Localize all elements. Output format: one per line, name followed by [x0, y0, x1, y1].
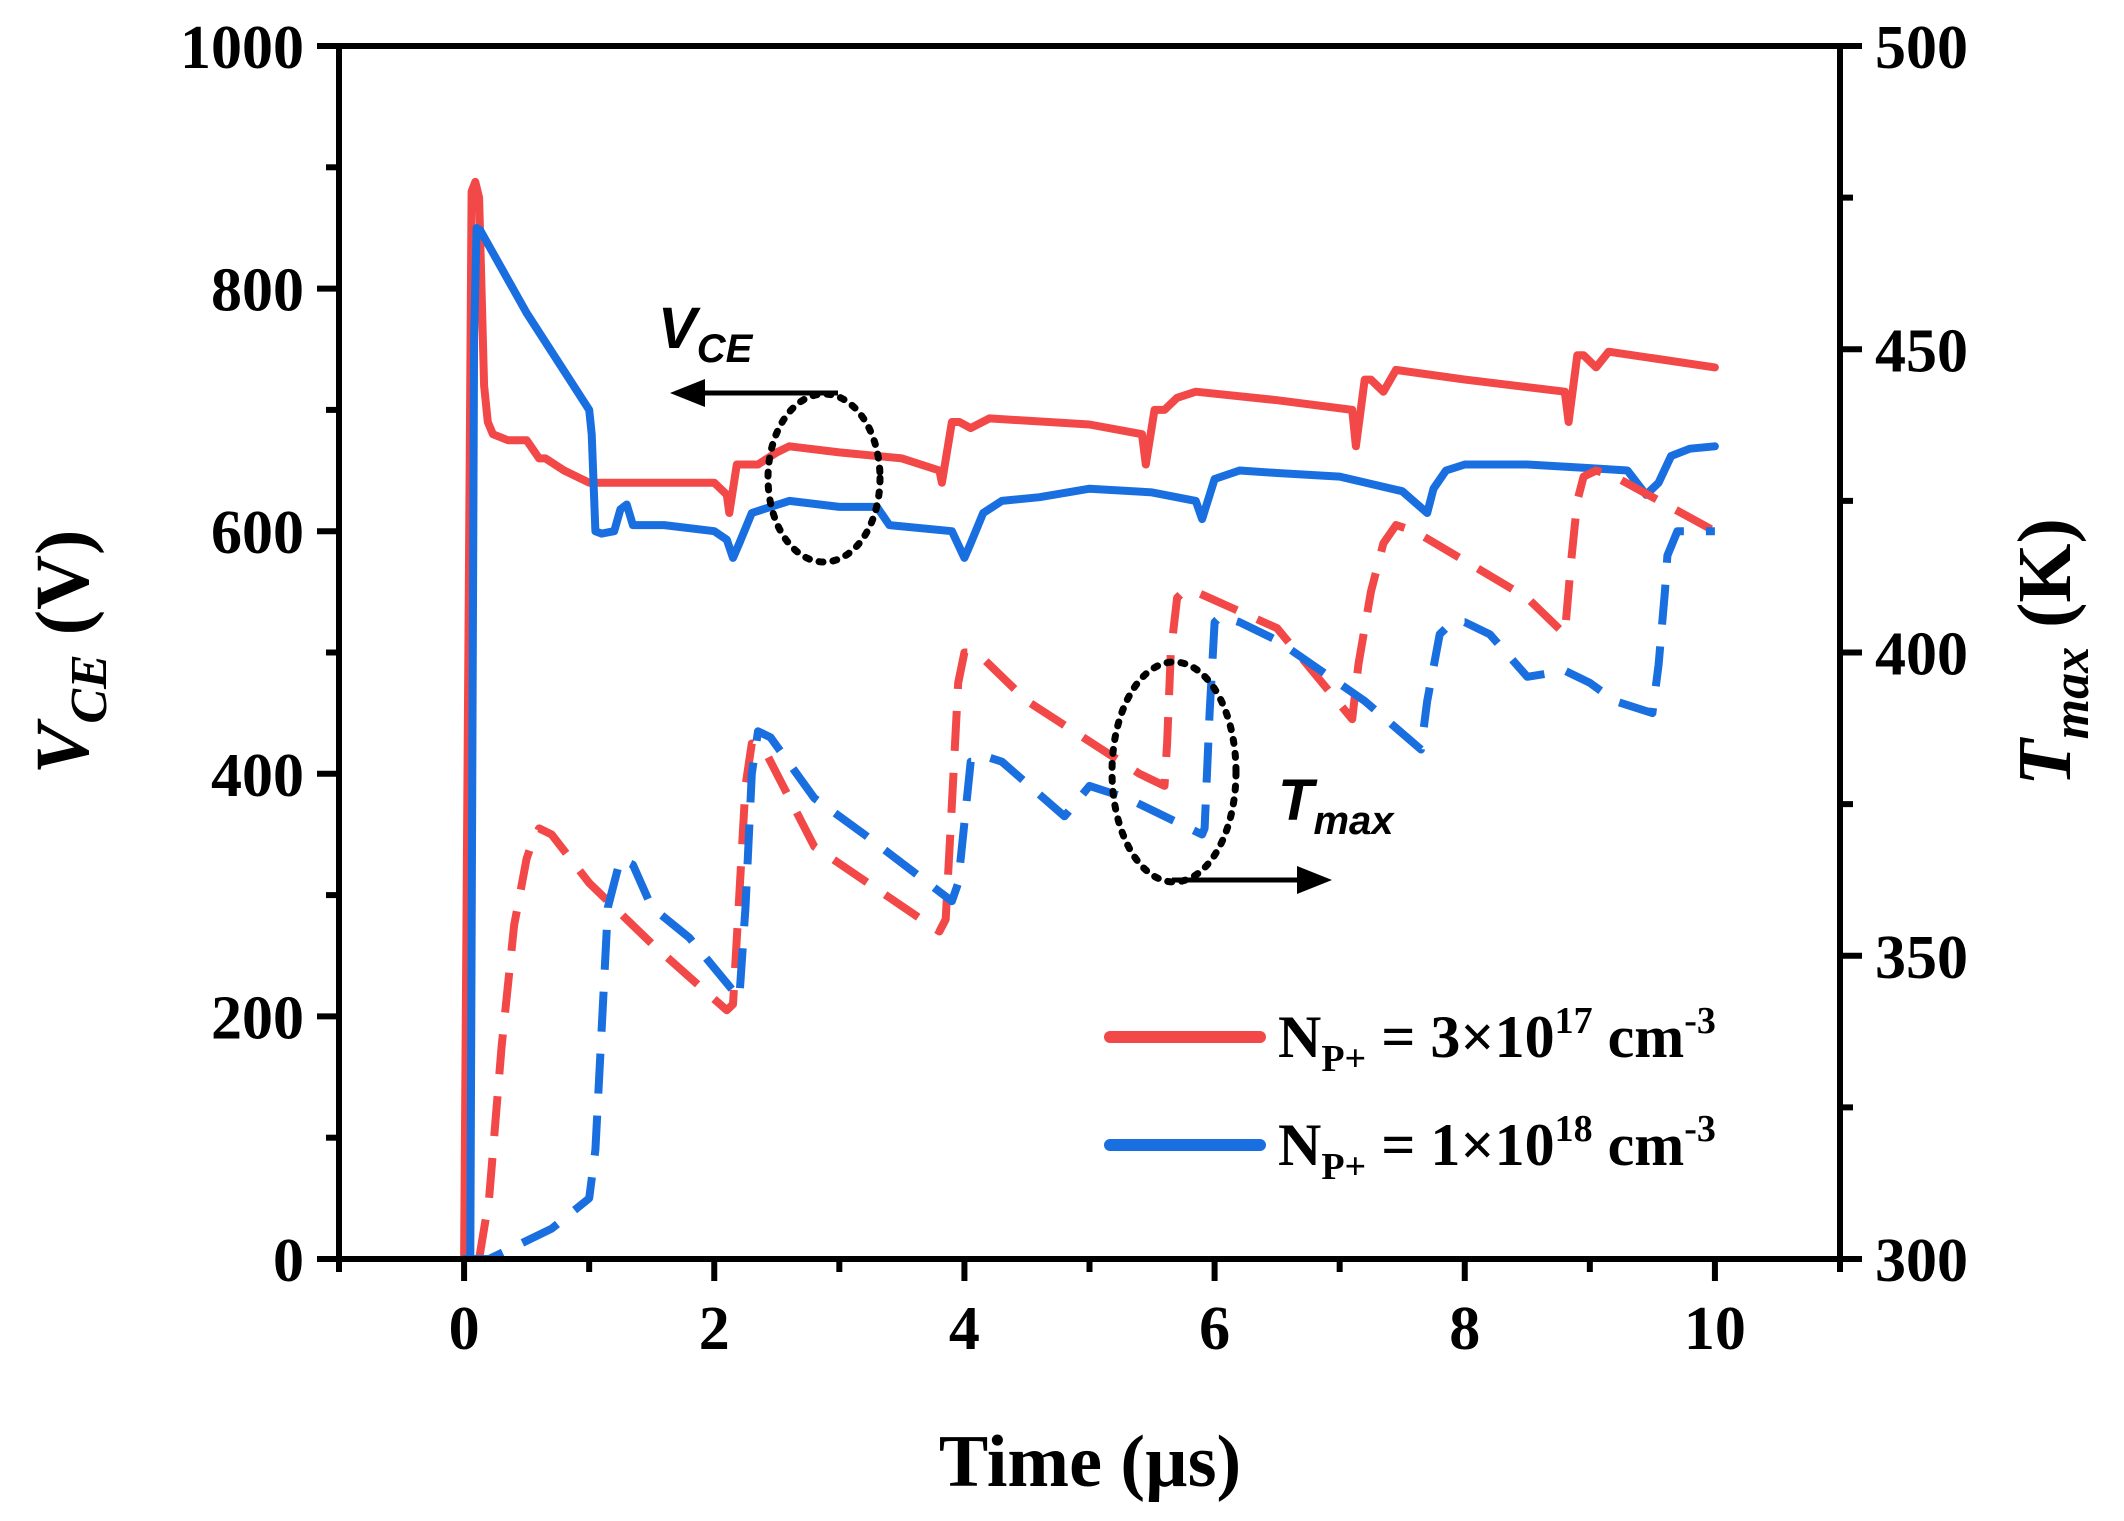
legend-item-1e18: NP+ = 1×1018 cm-3 [1104, 1108, 1716, 1188]
y-left-tick-label: 400 [211, 742, 304, 810]
series-line-2 [475, 466, 1717, 1259]
plot-frame [336, 43, 1843, 1262]
y-left-tick-label: 0 [273, 1227, 304, 1295]
y-right-tick-label: 450 [1875, 317, 1968, 385]
x-tick-label: 4 [949, 1295, 980, 1363]
vce-dotted-ellipse [764, 390, 884, 566]
y-right-tick-label: 500 [1875, 14, 1968, 82]
svg-text:VCE: VCE [658, 296, 754, 371]
y-right-axis-title: Tmax (K) [2003, 518, 2100, 786]
y-right-axis-ticks: 300 350 400 450 500 [1840, 14, 1968, 1295]
svg-text:Tmax: Tmax [1278, 768, 1395, 843]
vce-annotation: VCE [658, 296, 884, 566]
y-right-tick-label: 350 [1875, 924, 1968, 992]
y-right-tick-label: 400 [1875, 621, 1968, 689]
series-layer [460, 177, 1719, 1259]
y-right-tick-label: 300 [1875, 1227, 1968, 1295]
tmax-arrowhead-icon [1297, 866, 1332, 894]
vce-arrowhead-icon [670, 379, 705, 407]
series-line-3 [464, 527, 1715, 1259]
y-left-tick-label: 800 [211, 257, 304, 325]
tmax-annotation: Tmax [1108, 658, 1395, 894]
y-left-tick-label: 200 [211, 984, 304, 1052]
tmax-dotted-ellipse [1108, 658, 1240, 886]
y-left-tick-label: 1000 [180, 14, 304, 82]
y-left-tick-label: 600 [211, 499, 304, 567]
x-axis-ticks: 0 2 4 6 8 10 [336, 1259, 1843, 1363]
legend-item-1e17: NP+ = 3×1017 cm-3 [1104, 1000, 1716, 1080]
x-tick-label: 6 [1199, 1295, 1230, 1363]
x-tick-label: 10 [1684, 1295, 1746, 1363]
x-tick-label: 2 [699, 1295, 730, 1363]
x-tick-label: 0 [449, 1295, 480, 1363]
y-left-axis-ticks: 0 200 400 600 800 1000 [180, 14, 339, 1295]
legend-label-red: NP+ = 3×1017 cm-3 [1278, 1000, 1716, 1080]
legend: NP+ = 3×1017 cm-3 NP+ = 1×1018 cm-3 [1104, 1000, 1716, 1188]
series-line-0 [460, 177, 1719, 1259]
legend-label-blue: NP+ = 1×1018 cm-3 [1278, 1108, 1716, 1188]
y-left-axis-title: VCE (V) [21, 530, 118, 775]
series-line-1 [460, 224, 1719, 1259]
x-tick-label: 8 [1449, 1295, 1480, 1363]
x-axis-title: Time (µs) [939, 1421, 1241, 1503]
